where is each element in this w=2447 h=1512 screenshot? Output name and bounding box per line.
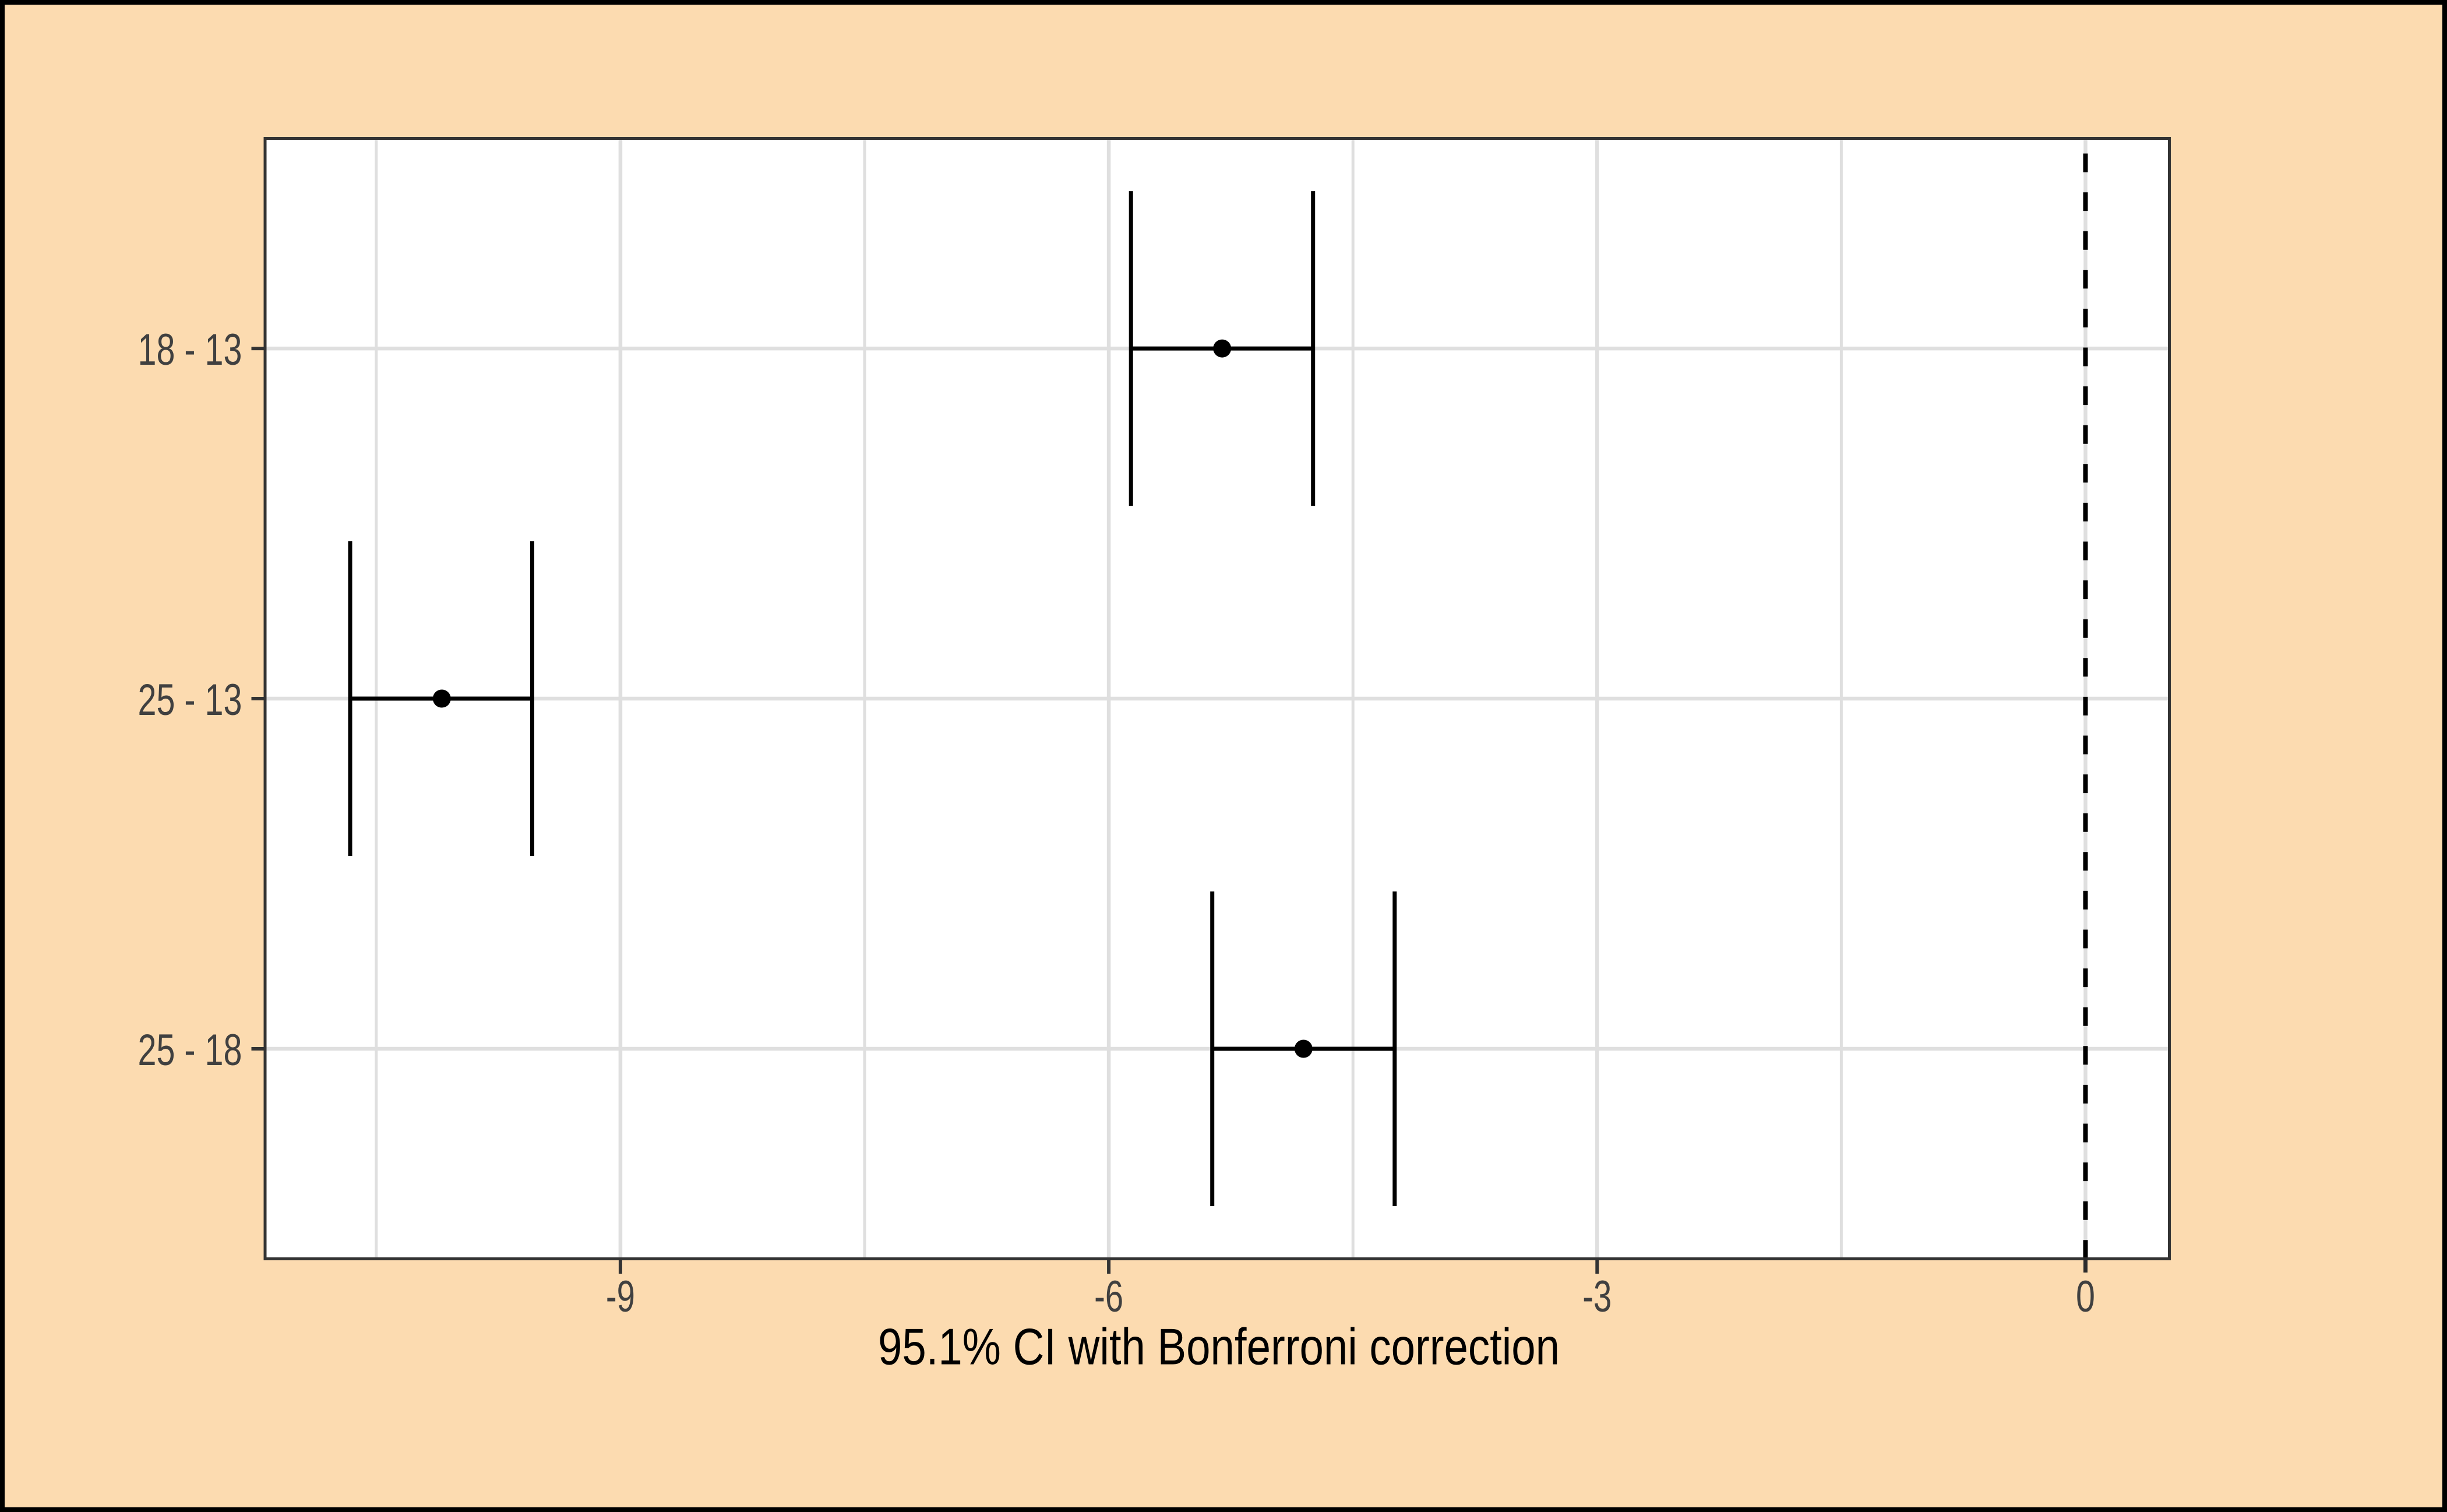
svg-text:-3: -3 [1582, 1272, 1612, 1321]
svg-text:0: 0 [2076, 1272, 2095, 1321]
svg-text:-9: -9 [606, 1272, 635, 1321]
svg-text:-6: -6 [1094, 1272, 1123, 1321]
svg-text:25 - 18: 25 - 18 [138, 1025, 242, 1075]
svg-text:95.1% CI with Bonferroni corre: 95.1% CI with Bonferroni correction [878, 1318, 1560, 1376]
svg-text:25 - 13: 25 - 13 [138, 675, 242, 725]
svg-text:18 - 13: 18 - 13 [138, 325, 242, 375]
